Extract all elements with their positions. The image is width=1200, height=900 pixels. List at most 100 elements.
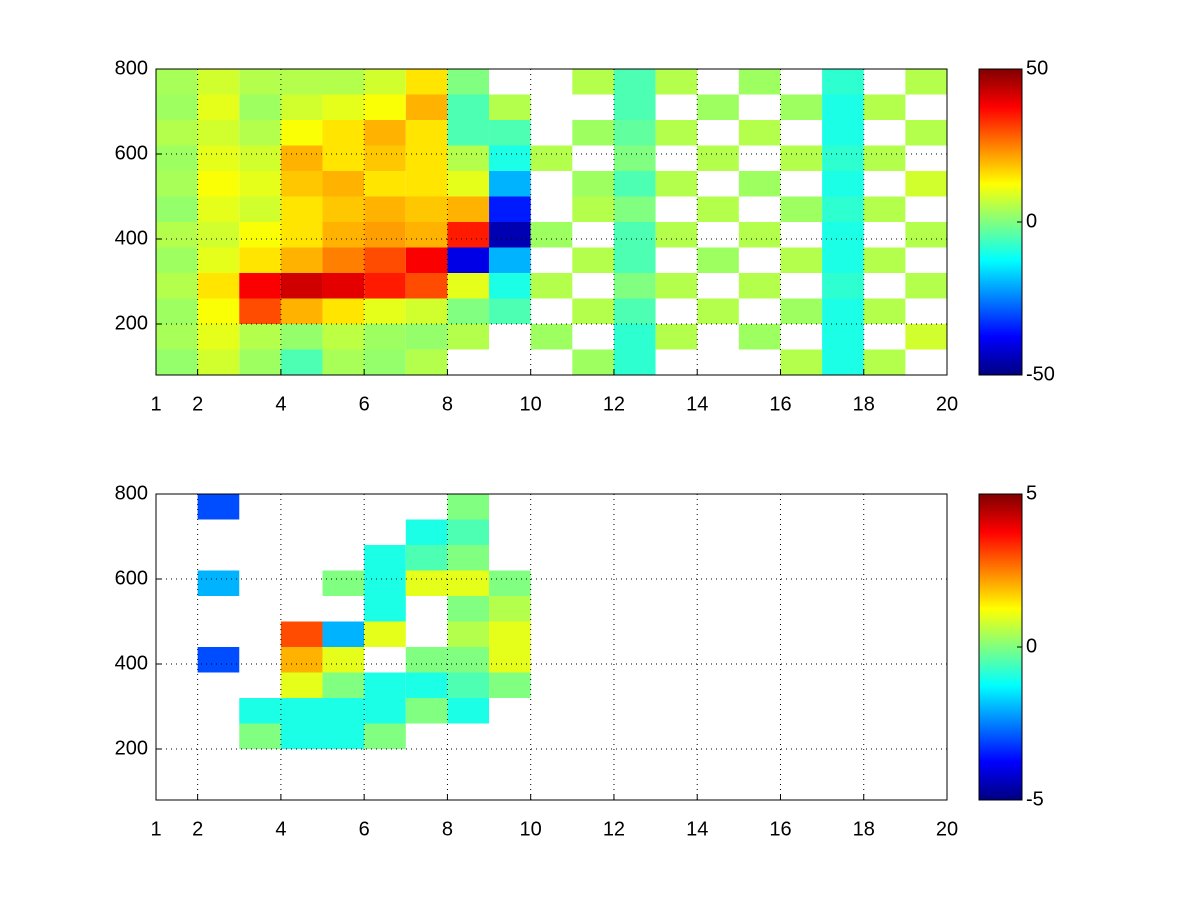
heat-cell <box>655 171 698 197</box>
heat-cell <box>197 222 240 248</box>
x-tick-label: 1 <box>150 393 161 415</box>
heat-cell <box>322 723 365 749</box>
heat-cell <box>156 247 198 273</box>
heat-cell <box>364 171 406 197</box>
heat-cell <box>489 596 531 622</box>
heat-cell <box>489 570 531 596</box>
heat-cell <box>738 324 781 350</box>
heat-cell <box>239 171 281 197</box>
heat-cell <box>364 672 406 698</box>
heat-cell <box>697 196 739 222</box>
heat-cell <box>280 120 323 146</box>
heat-cell <box>405 273 448 299</box>
heat-cell <box>447 570 490 596</box>
heat-cell <box>405 69 448 95</box>
plot-frame <box>155 493 948 801</box>
colorbar-tick-label: 50 <box>1026 57 1048 79</box>
heat-cell <box>447 298 490 324</box>
heat-cell <box>280 647 323 673</box>
heat-cell <box>405 647 448 673</box>
heat-cell <box>572 247 614 273</box>
heat-cell <box>322 222 365 248</box>
heat-cell <box>156 69 198 95</box>
heat-cell <box>780 349 823 375</box>
x-tick-label: 1 <box>150 818 161 840</box>
heat-cell <box>364 94 406 120</box>
heat-cell <box>489 171 531 197</box>
heat-cell <box>447 647 490 673</box>
heat-cell <box>405 222 448 248</box>
heat-cell <box>447 196 490 222</box>
heat-cell <box>697 247 739 273</box>
heat-cell <box>863 247 906 273</box>
heat-cell <box>655 324 698 350</box>
heat-cell <box>156 324 198 350</box>
heat-cell <box>613 247 656 273</box>
heat-cell <box>364 596 406 622</box>
x-tick-label: 8 <box>442 393 453 415</box>
heat-cell <box>364 273 406 299</box>
heat-cell <box>863 298 906 324</box>
heat-cell <box>364 247 406 273</box>
heat-cell <box>197 69 240 95</box>
heat-cell <box>322 145 365 171</box>
heat-cell <box>239 723 281 749</box>
heat-cell <box>738 171 781 197</box>
heat-cell <box>364 545 406 571</box>
heat-cell <box>655 273 698 299</box>
heat-cell <box>780 145 823 171</box>
heat-cell <box>613 324 656 350</box>
heat-cell <box>280 298 323 324</box>
colorbar-tick-label: 5 <box>1026 482 1037 504</box>
heat-cell <box>405 519 448 545</box>
heat-cell <box>530 145 573 171</box>
heat-cell <box>280 621 323 647</box>
heat-cell <box>156 298 198 324</box>
heat-cell <box>239 273 281 299</box>
heat-cell <box>239 324 281 350</box>
heat-cell <box>822 298 864 324</box>
heat-cell <box>613 349 656 375</box>
heat-cell <box>447 145 490 171</box>
heat-cell <box>156 171 198 197</box>
heat-cell <box>447 596 490 622</box>
heat-cell <box>156 145 198 171</box>
heat-cell <box>822 94 864 120</box>
heat-cell <box>197 273 240 299</box>
heat-cell <box>697 94 739 120</box>
heat-cell <box>239 698 281 724</box>
y-tick-label: 800 <box>115 57 148 79</box>
heat-cell <box>239 94 281 120</box>
x-tick-label: 12 <box>603 818 625 840</box>
heat-cell <box>405 145 448 171</box>
heat-cell <box>447 247 490 273</box>
heat-cell <box>197 570 240 596</box>
heat-cell <box>364 324 406 350</box>
y-tick-label: 800 <box>115 482 148 504</box>
heat-cell <box>239 349 281 375</box>
heat-cell <box>280 698 323 724</box>
heat-cell <box>280 324 323 350</box>
heat-cell <box>489 120 531 146</box>
heat-cell <box>280 196 323 222</box>
y-tick-label: 400 <box>115 652 148 674</box>
heat-cell <box>322 647 365 673</box>
heat-cell <box>863 145 906 171</box>
heat-cell <box>530 273 573 299</box>
heat-cell <box>364 723 406 749</box>
heat-cell <box>322 298 365 324</box>
heat-cell <box>239 145 281 171</box>
colorbar <box>978 493 1023 801</box>
heat-cell <box>239 222 281 248</box>
heat-cell <box>822 120 864 146</box>
heat-cell <box>489 621 531 647</box>
x-tick-label: 20 <box>936 818 958 840</box>
heat-cell <box>530 324 573 350</box>
heat-cell <box>322 273 365 299</box>
heat-cell <box>863 94 906 120</box>
heat-cell <box>405 196 448 222</box>
x-tick-label: 20 <box>936 393 958 415</box>
heat-cell <box>280 69 323 95</box>
heat-cell <box>322 196 365 222</box>
